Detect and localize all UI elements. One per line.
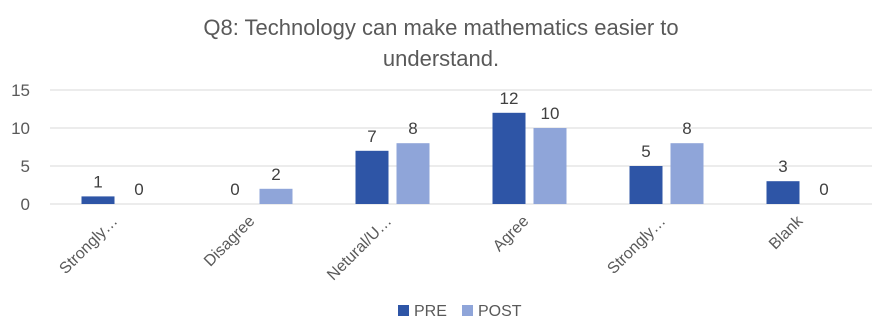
legend-label: POST — [478, 303, 522, 320]
bar-pre — [355, 150, 389, 204]
legend-label: PRE — [414, 303, 447, 320]
x-tick-label: Disagree — [201, 213, 258, 270]
bar-pre — [81, 196, 115, 204]
legend-swatch — [398, 305, 409, 316]
x-tick-label: Strongly… — [604, 213, 669, 278]
bar-post — [670, 143, 704, 204]
data-label: 1 — [93, 172, 102, 191]
bar-post — [259, 188, 293, 204]
data-label: 0 — [819, 180, 828, 199]
x-tick-label: Strongly… — [56, 213, 121, 278]
bar-post — [533, 128, 567, 204]
data-label: 8 — [408, 119, 417, 138]
data-label: 3 — [778, 157, 787, 176]
x-tick-label: Blank — [766, 212, 807, 253]
bar-post — [396, 143, 430, 204]
chart-title-line-1: Q8: Technology can make mathematics easi… — [203, 15, 678, 40]
data-label: 12 — [500, 89, 519, 108]
data-label: 0 — [230, 180, 239, 199]
legend: PRE POST — [398, 303, 522, 320]
data-label: 2 — [271, 165, 280, 184]
chart-title-line-2: understand. — [383, 46, 499, 71]
y-tick-label: 0 — [21, 195, 30, 214]
x-tick-label: Agree — [490, 213, 532, 255]
data-label: 7 — [367, 127, 376, 146]
bar-pre — [766, 181, 800, 204]
data-label: 10 — [541, 104, 560, 123]
data-label: 8 — [682, 119, 691, 138]
y-tick-label: 10 — [11, 119, 30, 138]
data-label: 5 — [641, 142, 650, 161]
data-label: 0 — [134, 180, 143, 199]
bar-pre — [629, 166, 663, 204]
x-tick-label: Netural/U… — [324, 213, 395, 284]
legend-swatch — [462, 305, 473, 316]
y-tick-label: 5 — [21, 157, 30, 176]
bar-pre — [492, 112, 526, 204]
y-tick-label: 15 — [11, 81, 30, 100]
